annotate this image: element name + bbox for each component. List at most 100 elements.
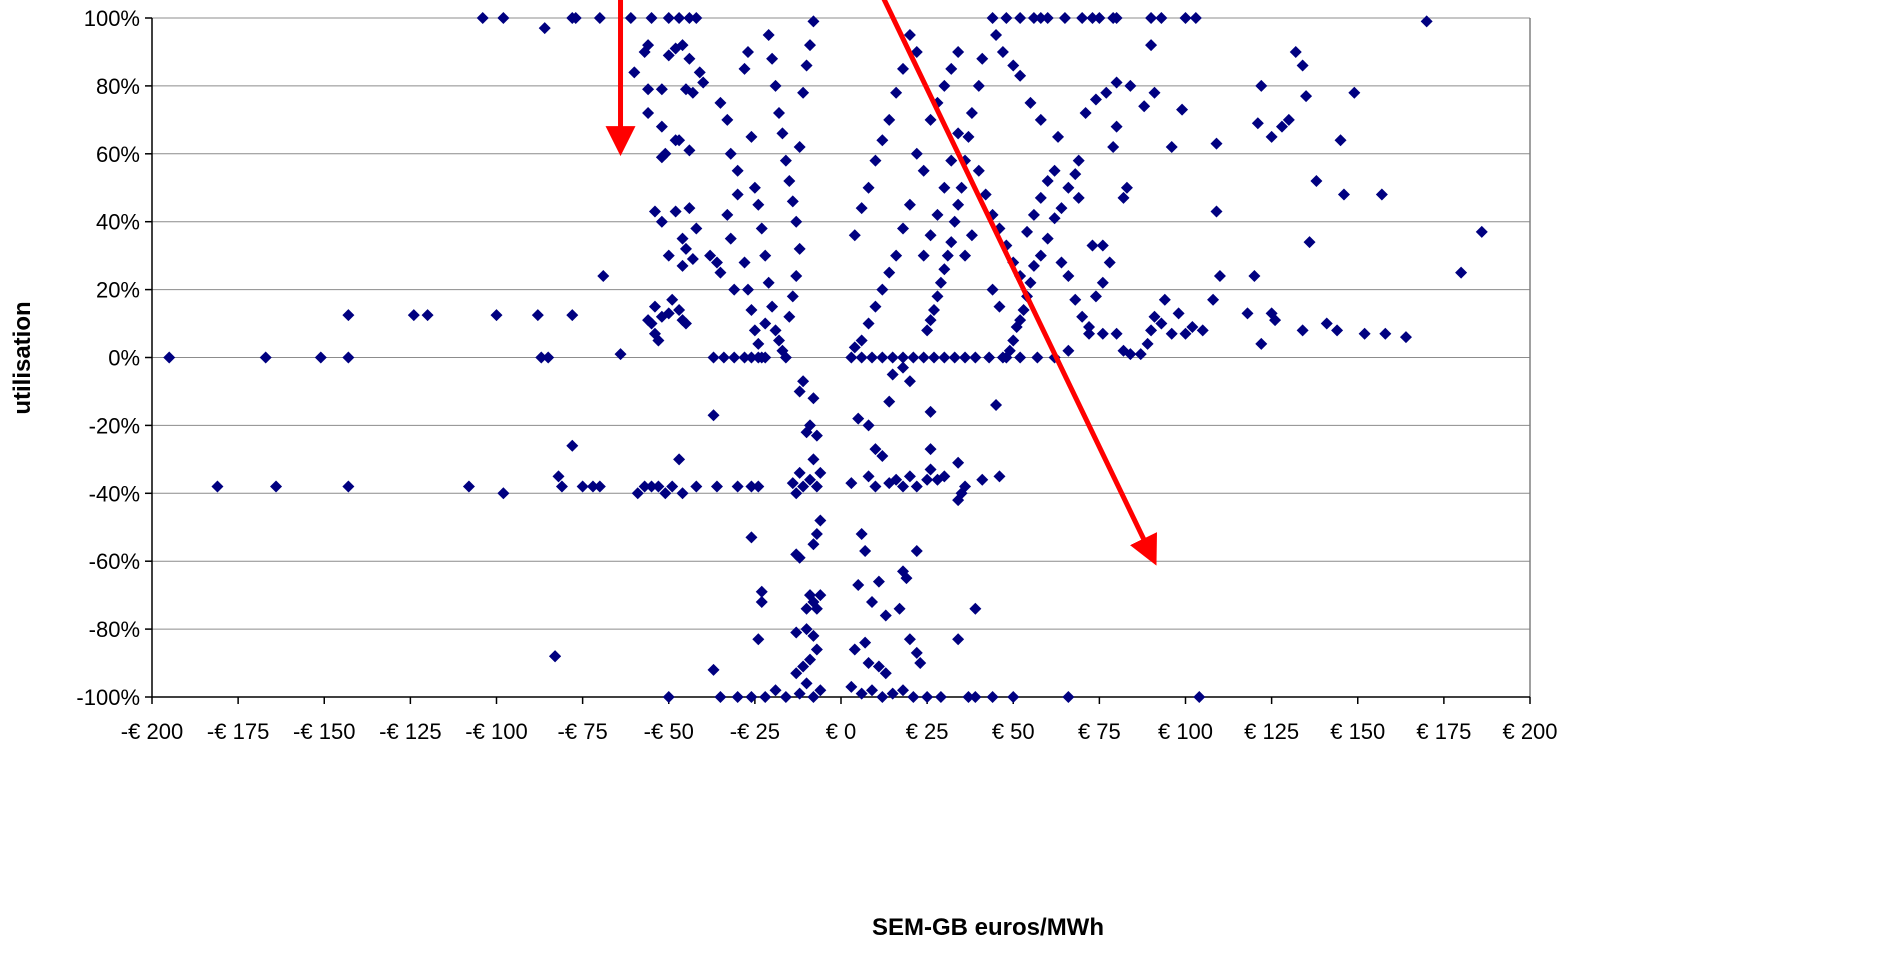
data-point (862, 657, 875, 670)
data-point (1041, 232, 1054, 245)
data-point (876, 283, 889, 296)
data-point (814, 684, 827, 697)
x-tick-label: € 125 (1244, 719, 1299, 744)
data-point (673, 12, 686, 24)
data-point (1055, 256, 1068, 269)
data-point (945, 62, 958, 75)
data-point (662, 691, 675, 703)
data-point (986, 283, 999, 296)
data-point (759, 691, 772, 703)
data-point (962, 130, 975, 143)
data-point (1172, 307, 1185, 320)
data-point (597, 270, 610, 283)
data-point (1207, 293, 1220, 306)
data-point (538, 22, 551, 35)
data-point (693, 66, 706, 79)
data-point (1048, 164, 1061, 177)
data-point (869, 480, 882, 493)
data-point (1027, 259, 1040, 272)
data-point (652, 480, 665, 493)
data-point (638, 480, 651, 493)
data-point (955, 181, 968, 194)
data-point (648, 300, 661, 313)
data-point (710, 480, 723, 493)
data-point (662, 12, 675, 24)
data-point (883, 113, 896, 126)
data-point (717, 351, 730, 364)
data-point (1337, 188, 1350, 201)
data-point (976, 52, 989, 65)
data-point (1096, 276, 1109, 289)
data-point (686, 86, 699, 99)
data-point (772, 334, 785, 347)
data-points (163, 12, 1488, 703)
data-point (1069, 293, 1082, 306)
data-point (1110, 327, 1123, 340)
data-point (807, 691, 820, 703)
data-point (1062, 270, 1075, 283)
data-point (1475, 225, 1488, 238)
data-point (983, 351, 996, 364)
y-tick-label: -60% (89, 549, 140, 574)
data-point (903, 198, 916, 211)
data-point (793, 687, 806, 700)
data-point (1379, 327, 1392, 340)
x-tick-label: -€ 175 (207, 719, 269, 744)
annotation-arrow (881, 0, 1157, 566)
data-point (1275, 120, 1288, 133)
data-point (593, 12, 606, 24)
x-tick-label: -€ 150 (293, 719, 355, 744)
data-point (1165, 327, 1178, 340)
data-point (662, 307, 675, 320)
data-point (1055, 202, 1068, 215)
data-point (903, 28, 916, 41)
data-point (962, 691, 975, 703)
data-point (952, 127, 965, 140)
data-point (497, 12, 510, 24)
data-point (662, 249, 675, 262)
data-point (897, 684, 910, 697)
data-point (683, 202, 696, 215)
data-point (845, 680, 858, 693)
data-point (1296, 59, 1309, 72)
data-point (1072, 154, 1085, 167)
data-point (676, 39, 689, 52)
data-point (810, 429, 823, 442)
data-point (917, 164, 930, 177)
data-point (907, 691, 920, 703)
data-point (969, 351, 982, 364)
data-point (810, 643, 823, 656)
data-point (421, 309, 434, 322)
data-point (642, 107, 655, 120)
data-point (752, 480, 765, 493)
data-point (679, 242, 692, 255)
data-point (1076, 310, 1089, 323)
data-point (1124, 79, 1137, 92)
x-tick-label: -€ 75 (558, 719, 608, 744)
data-point (1069, 168, 1082, 181)
data-point (931, 290, 944, 303)
data-point (1107, 141, 1120, 154)
data-point (793, 141, 806, 154)
data-point (586, 480, 599, 493)
data-point (917, 351, 930, 364)
data-point (903, 470, 916, 483)
data-point (903, 375, 916, 388)
data-point (986, 691, 999, 703)
data-point (1269, 314, 1282, 327)
data-point (748, 324, 761, 337)
data-point (566, 439, 579, 452)
data-point (662, 49, 675, 62)
data-point (1148, 310, 1161, 323)
data-point (924, 443, 937, 456)
data-point (897, 351, 910, 364)
data-point (1014, 351, 1027, 364)
x-tick-label: € 25 (906, 719, 949, 744)
data-point (1007, 334, 1020, 347)
data-point (676, 259, 689, 272)
data-point (786, 477, 799, 490)
data-point (948, 351, 961, 364)
data-point (1062, 181, 1075, 194)
data-point (631, 487, 644, 500)
